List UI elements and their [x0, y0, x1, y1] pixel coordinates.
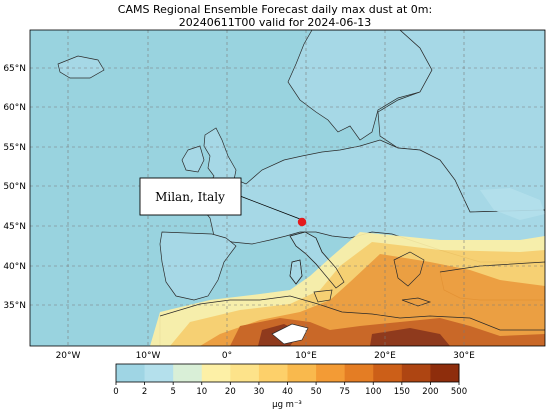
- colorbar-swatch: [116, 364, 146, 382]
- lon-label: 30°E: [453, 351, 475, 361]
- colorbar-tick-label: 30: [254, 387, 265, 397]
- lat-label: 35°N: [3, 301, 26, 311]
- lon-label: 10°W: [136, 351, 161, 361]
- colorbar-swatch: [287, 364, 317, 382]
- latitude-labels: 65°N 60°N 55°N 50°N 45°N 40°N 35°N: [3, 64, 26, 311]
- colorbar: 0 2 5 10 20 30 40 50 75 100 150 200 500 µg m⁻³: [113, 363, 467, 410]
- map-frame: [29, 29, 546, 347]
- ireland-land: [181, 145, 205, 173]
- colorbar-tick-label: 200: [422, 387, 438, 397]
- dust-concentration-layer: [150, 188, 545, 346]
- annotation-leader-line: [239, 195, 301, 220]
- colorbar-tick-label: 40: [282, 387, 293, 397]
- colorbar-tick-label: 20: [225, 387, 236, 397]
- lon-label: 20°E: [374, 351, 396, 361]
- colorbar-swatch: [373, 364, 403, 382]
- lat-label: 45°N: [3, 222, 26, 232]
- annotation-box: [139, 177, 242, 216]
- colorbar-tick-label: 50: [311, 387, 322, 397]
- colorbar-tick-label: 100: [365, 387, 381, 397]
- gridlines: [30, 30, 545, 346]
- lat-label: 65°N: [3, 64, 26, 74]
- colorbar-swatch: [173, 364, 203, 382]
- colorbar-swatch: [344, 364, 374, 382]
- coastlines: [159, 231, 545, 345]
- milan-marker: [297, 217, 307, 227]
- colorbar-tick-label: 500: [451, 387, 467, 397]
- colorbar-unit-label: µg m⁻³: [272, 400, 302, 410]
- chart-title-line2: 20240611T00 valid for 2024-06-13: [178, 16, 372, 29]
- lat-label: 50°N: [3, 182, 26, 192]
- colorbar-tick-label: 0: [113, 387, 118, 397]
- colorbar-swatch: [144, 364, 174, 382]
- colorbar-swatch: [230, 364, 260, 382]
- lat-label: 55°N: [3, 143, 26, 153]
- colorbar-swatch: [401, 364, 431, 382]
- dust-band-200: [258, 324, 450, 346]
- colorbar-swatch: [430, 364, 460, 382]
- colorbar-tick-label: 5: [170, 387, 175, 397]
- lat-label: 60°N: [3, 103, 26, 113]
- iceland-land: [57, 55, 105, 79]
- colorbar-tick-label: 150: [394, 387, 410, 397]
- colorbar-tick-label: 75: [339, 387, 350, 397]
- lon-label: 10°E: [295, 351, 317, 361]
- lat-label: 40°N: [3, 262, 26, 272]
- longitude-labels: 20°W 10°W 0° 10°E 20°E 30°E: [56, 351, 476, 361]
- lon-label: 20°W: [56, 351, 81, 361]
- milan-annotation: Milan, Italy: [139, 177, 307, 227]
- colorbar-swatch: [201, 364, 231, 382]
- annotation-label: Milan, Italy: [155, 190, 225, 204]
- colorbar-swatch: [316, 364, 346, 382]
- dust-patch-east: [480, 188, 545, 220]
- colorbar-swatch: [258, 364, 288, 382]
- colorbar-tick-label: 10: [196, 387, 207, 397]
- colorbar-tick-label: 2: [142, 387, 147, 397]
- chart-title-line1: CAMS Regional Ensemble Forecast daily ma…: [117, 3, 433, 16]
- lon-label: 0°: [222, 351, 232, 361]
